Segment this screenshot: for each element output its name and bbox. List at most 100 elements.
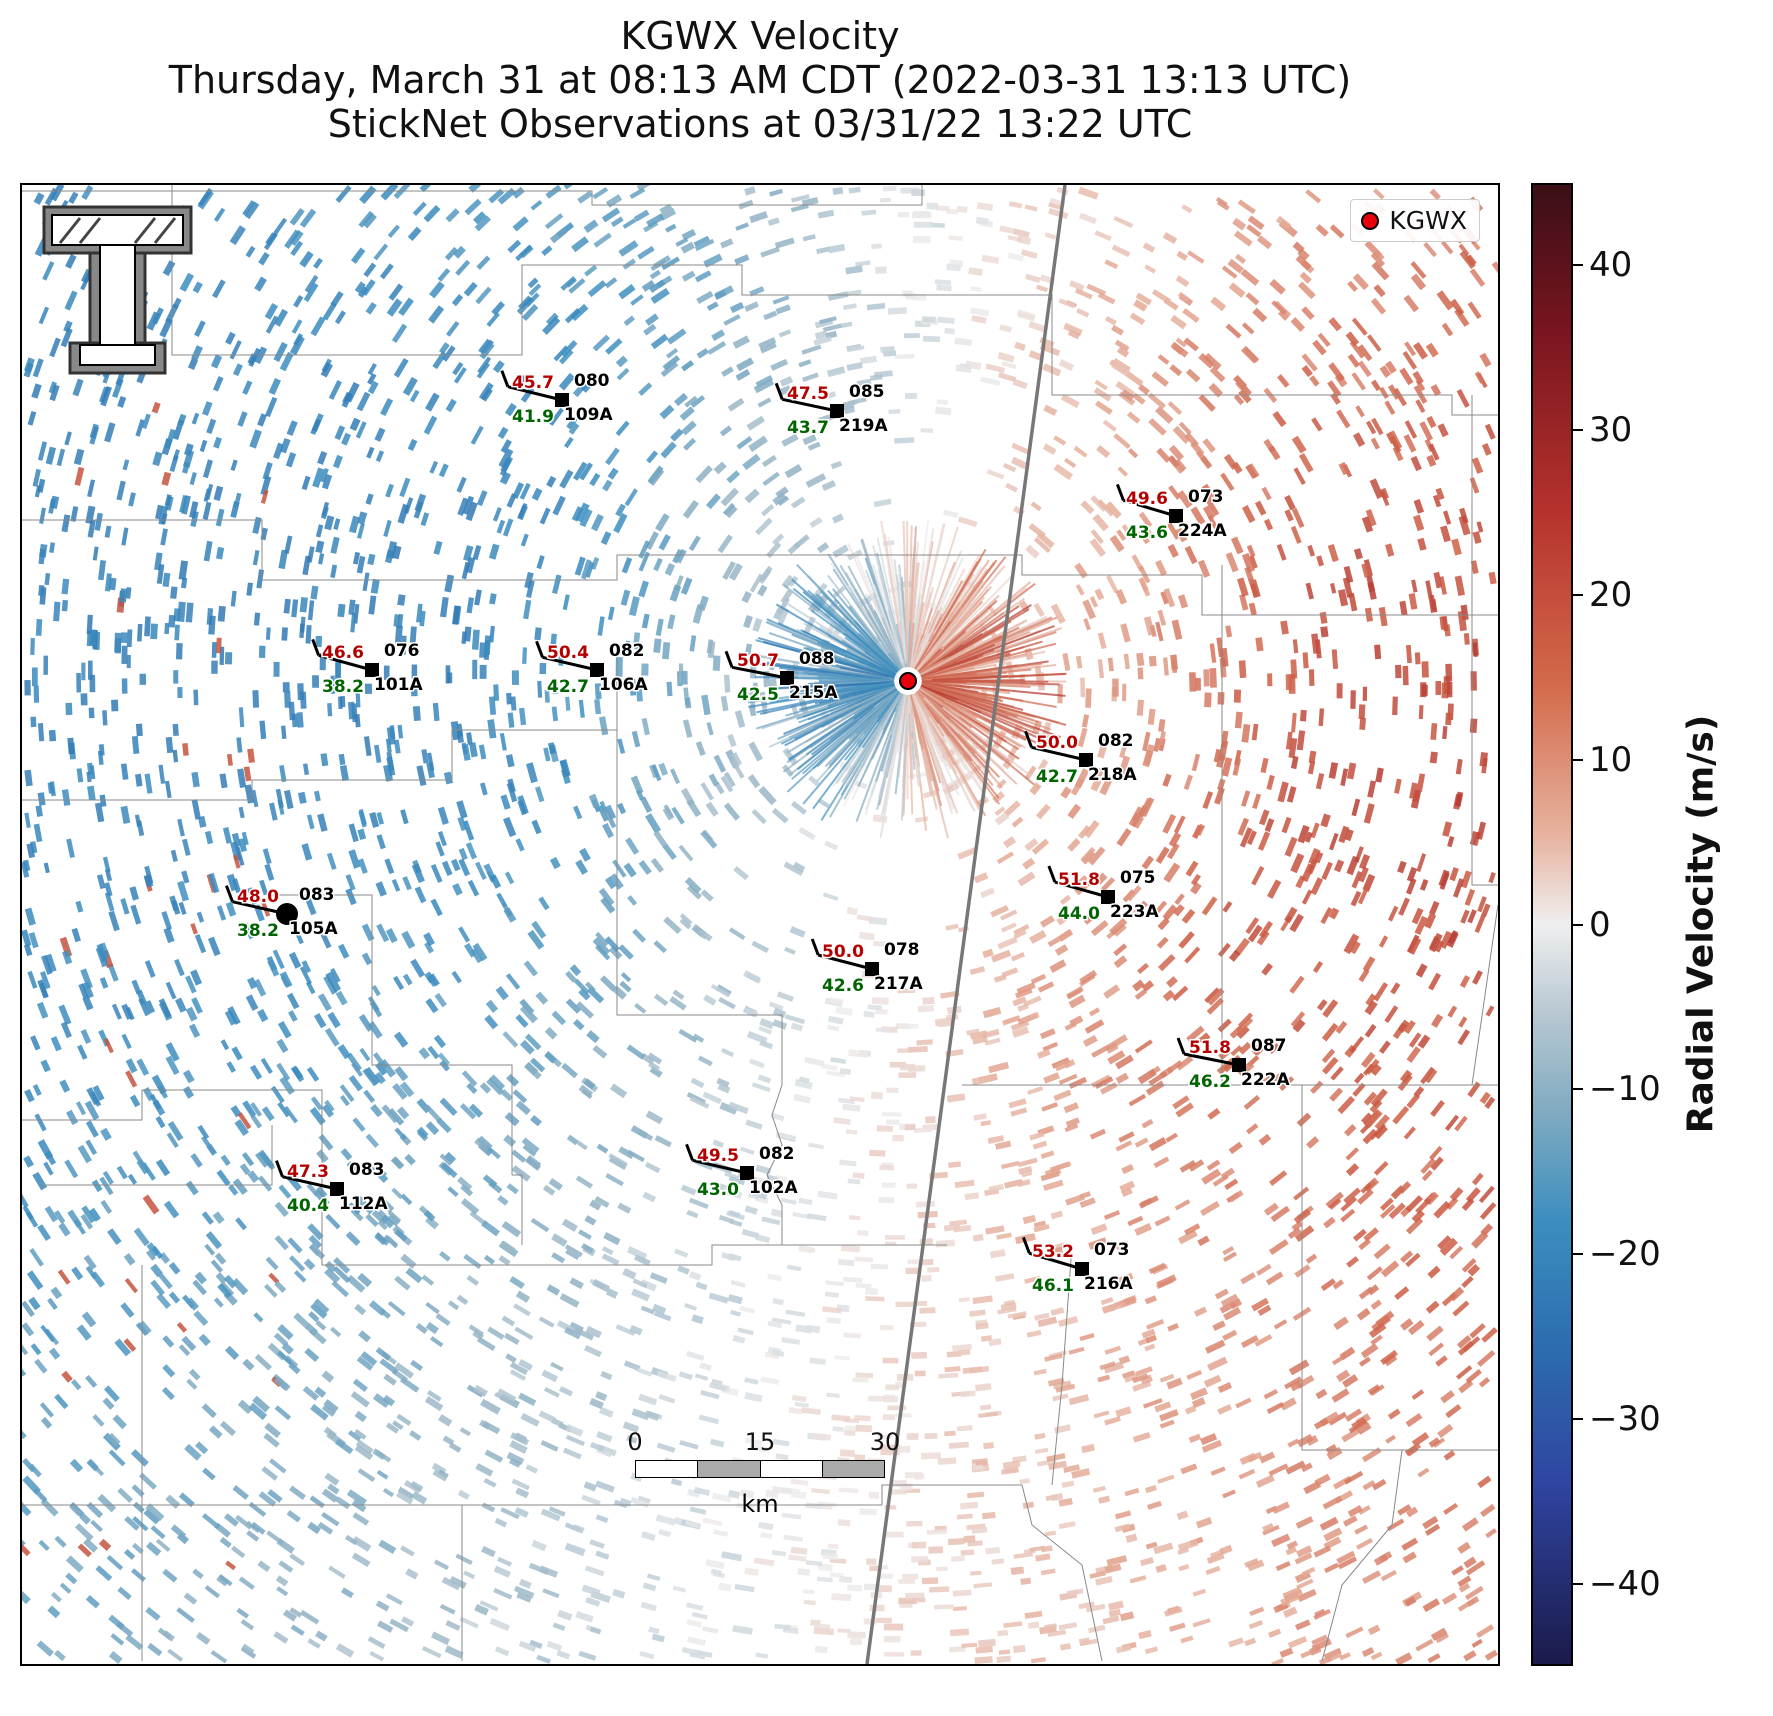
station-105a[interactable]: 48.0 083 38.2 105A [225,884,340,943]
colorbar-tick [1573,1582,1583,1585]
wind-barb-flag-icon [810,938,820,956]
radar-site-marker-icon [1361,211,1380,230]
wind-barb-icon [507,385,563,402]
station-temperature: 46.6 [322,643,364,663]
velocity-field [22,185,1498,1664]
colorbar-tick [1573,264,1583,267]
station-id: 215A [789,683,838,703]
station-216a[interactable]: 53.2 073 46.1 216A [1021,1236,1135,1298]
wind-barb-flag-icon [1021,1236,1031,1254]
station-marker-icon [780,671,794,685]
station-temperature: 48.0 [237,887,279,907]
title-line-3: StickNet Observations at 03/31/22 13:22 … [327,102,1193,146]
station-dewpoint: 38.2 [237,921,279,941]
station-223a[interactable]: 51.8 075 44.0 223A [1047,865,1161,926]
station-dewpoint: 46.1 [1032,1276,1074,1296]
station-marker-icon [1232,1058,1246,1072]
station-222a[interactable]: 51.8 087 46.2 222A [1176,1035,1292,1094]
station-temperature: 49.6 [1126,489,1168,509]
colorbar-tick [1573,758,1583,761]
station-dewpoint: 38.2 [322,677,364,697]
station-marker-icon [276,903,298,925]
station-temperature: 47.5 [787,384,829,404]
legend-label: KGWX [1389,206,1467,235]
station-217a[interactable]: 50.0 078 42.6 217A [810,938,925,998]
station-id: 102A [749,1178,798,1198]
station-temperature: 50.4 [547,643,589,663]
station-marker-icon [865,962,879,976]
kgwx-radar-site[interactable] [896,669,920,693]
map-legend: KGWX [1350,199,1480,242]
station-marker-icon [1079,753,1093,767]
scale-label-0: 0 [627,1428,643,1456]
colorbar-tick-label: 40 [1589,245,1633,286]
colorbar-tick [1573,923,1583,926]
station-109a[interactable]: 45.7 080 41.9 109A [500,370,615,429]
station-wind-direction: 082 [609,641,645,661]
station-temperature: 50.0 [1036,733,1078,753]
wind-barb-icon [282,1175,338,1191]
station-id: 109A [564,405,613,425]
scale-label-15: 15 [744,1428,776,1456]
station-dewpoint: 43.7 [787,418,829,438]
station-id: 105A [289,919,338,939]
wind-barb-flag-icon [774,382,784,400]
station-marker-icon [365,663,379,677]
wind-barb-icon [781,397,838,413]
wind-barb-flag-icon [275,1160,284,1178]
wind-barb-flag-icon [225,885,234,903]
colorbar-tick [1573,1253,1583,1256]
wind-barb-icon [542,655,598,672]
radar-map-canvas: 45.7 080 41.9 109A 47.5 085 43.7 219A 49.6 073 43.… [22,185,1498,1664]
station-marker-icon [1101,890,1115,904]
station-wind-direction: 080 [574,371,610,391]
scale-bar: 0 15 30 [610,1428,900,1478]
wind-barb-flag-icon [1047,865,1057,883]
station-dewpoint: 40.4 [287,1196,329,1216]
station-temperature: 47.3 [287,1162,329,1182]
wind-barb-icon [817,953,873,971]
stations-layer: 45.7 080 41.9 109A 47.5 085 43.7 219A 49.6 073 43.… [225,370,1292,1298]
station-218a[interactable]: 50.0 082 42.7 218A [1024,730,1139,789]
station-temperature: 51.8 [1058,870,1100,890]
title-line-1: KGWX Velocity [620,14,900,58]
station-wind-direction: 083 [299,885,335,905]
station-dewpoint: 42.5 [737,685,779,705]
radar-map[interactable]: 45.7 080 41.9 109A 47.5 085 43.7 219A 49.6 073 43.… [20,183,1500,1666]
station-112a[interactable]: 47.3 083 40.4 112A [275,1159,390,1218]
title-line-2: Thursday, March 31 at 08:13 AM CDT (2022… [168,58,1352,102]
station-temperature: 45.7 [512,373,554,393]
wind-barb-icon [692,1158,748,1175]
station-219a[interactable]: 47.5 085 43.7 219A [774,381,890,440]
scale-label-30: 30 [869,1428,901,1456]
station-marker-icon [590,663,604,677]
station-temperature: 49.5 [697,1146,739,1166]
station-id: 101A [374,675,423,695]
station-wind-direction: 078 [884,940,920,960]
station-101a[interactable]: 46.6 076 38.2 101A [311,638,425,699]
colorbar-tick-label: 30 [1589,410,1633,451]
station-wind-direction: 075 [1120,868,1156,888]
wind-barb-flag-icon [685,1143,694,1161]
station-224a[interactable]: 49.6 073 43.6 224A [1115,483,1229,545]
station-temperature: 53.2 [1032,1242,1074,1262]
wind-barb-icon [1028,1251,1083,1271]
station-106a[interactable]: 50.4 082 42.7 106A [535,640,650,699]
wind-barb-icon [1031,745,1087,762]
colorbar-tick-label: 0 [1589,904,1611,945]
wind-barb-icon [1122,498,1177,518]
station-temperature: 50.0 [822,942,864,962]
colorbar-tick-label: −30 [1589,1398,1661,1439]
wind-barb-flag-icon [1024,730,1033,748]
station-id: 223A [1110,902,1159,922]
station-dewpoint: 43.0 [697,1180,739,1200]
station-wind-direction: 073 [1188,487,1224,507]
colorbar-tick [1573,593,1583,596]
colorbar-tick-label: −40 [1589,1563,1661,1604]
station-215a[interactable]: 50.7 088 42.5 215A [724,648,840,707]
station-dewpoint: 42.6 [822,976,864,996]
station-102a[interactable]: 49.5 082 43.0 102A [685,1143,800,1202]
station-dewpoint: 46.2 [1189,1072,1231,1092]
wind-barb-icon [1183,1052,1240,1067]
wind-barb-flag-icon [311,638,321,656]
